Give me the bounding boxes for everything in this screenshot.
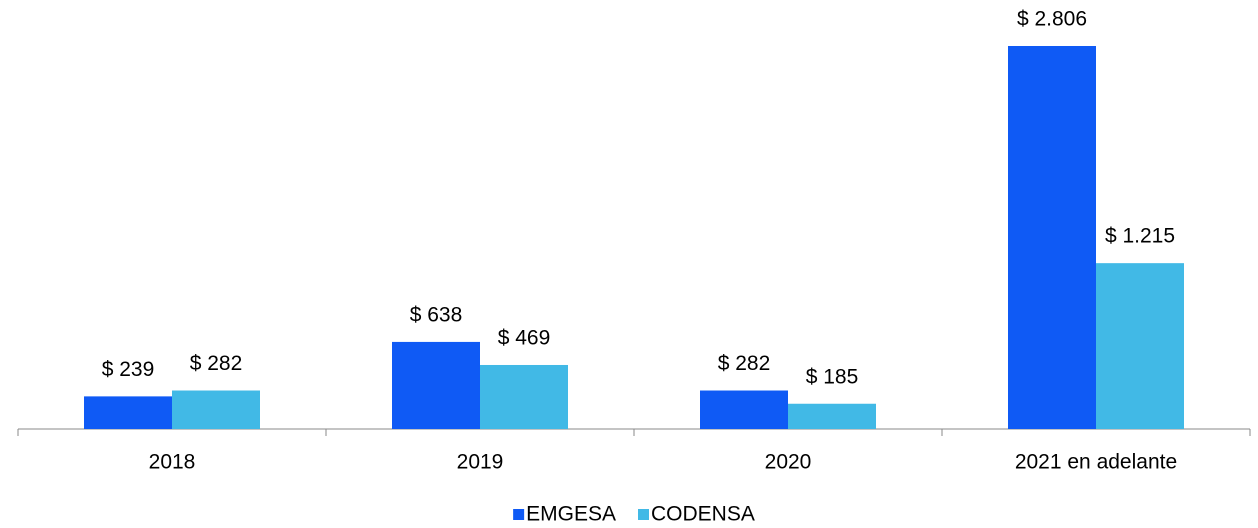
data-label: $ 239	[102, 358, 155, 381]
bar	[172, 390, 260, 429]
data-label: $ 1.215	[1105, 225, 1175, 248]
data-label: $ 282	[190, 352, 243, 375]
x-tick-label: 2021 en adelante	[1015, 451, 1177, 474]
bar	[392, 341, 480, 429]
x-tick-label: 2020	[765, 451, 812, 474]
data-label: $ 2.806	[1017, 8, 1087, 31]
bar	[480, 364, 568, 429]
data-label: $ 282	[718, 352, 771, 375]
legend-label: EMGESA	[526, 503, 616, 526]
legend-swatch	[638, 509, 649, 520]
bar	[1008, 46, 1096, 429]
data-label: $ 185	[806, 365, 859, 388]
bar	[788, 403, 876, 429]
x-tick-label: 2018	[149, 451, 196, 474]
bar	[84, 396, 172, 429]
bar	[700, 390, 788, 429]
bar	[1096, 263, 1184, 429]
legend-swatch	[513, 509, 525, 520]
legend-label: CODENSA	[651, 503, 755, 526]
x-tick-label: 2019	[457, 451, 504, 474]
data-label: $ 469	[498, 327, 551, 350]
data-label: $ 638	[410, 303, 463, 326]
